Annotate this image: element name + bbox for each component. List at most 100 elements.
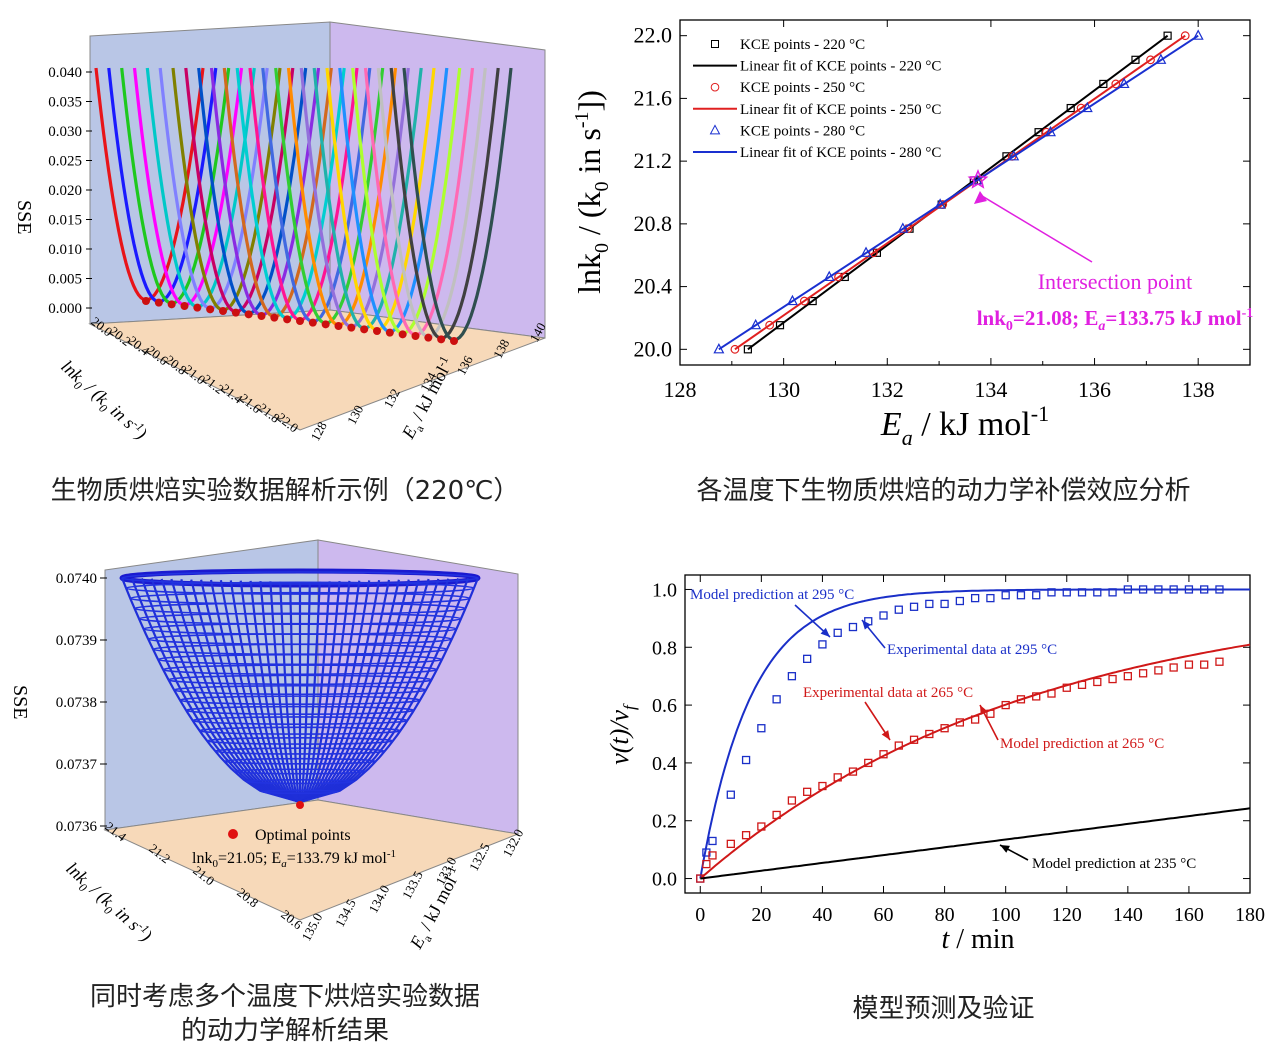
prediction-plot-frame [684, 574, 1251, 894]
kce-point [799, 296, 809, 306]
surface-meridian [180, 579, 301, 804]
intersection-star-marker [967, 169, 989, 189]
pred-x-tick-label: 20 [751, 904, 771, 926]
pred-x-tick-label: 0 [695, 904, 705, 926]
min-point [296, 317, 304, 325]
kce-x-tick-label: 128 [664, 377, 697, 402]
exp-point [925, 729, 934, 739]
surface-meridian [239, 580, 301, 803]
exp-point [1108, 588, 1117, 597]
min-point [283, 315, 292, 324]
exp-point [1032, 692, 1041, 701]
exp-point [848, 767, 858, 776]
min-point [244, 310, 253, 319]
exp-point [1154, 585, 1163, 594]
kce-point [1066, 103, 1075, 113]
prediction-x-axis-label: t / min [941, 924, 1014, 955]
exp-point [741, 755, 751, 765]
exp-point [1016, 695, 1026, 704]
legend-marker [711, 40, 719, 48]
surface-meridian [299, 577, 470, 804]
min-point [437, 335, 446, 344]
surface-meridian [299, 579, 420, 804]
exp-point [1215, 585, 1224, 594]
exp-point [772, 695, 781, 704]
exp-point [1200, 585, 1209, 594]
surface-ring [129, 591, 471, 605]
exp-point [708, 851, 717, 860]
pred-y-tick-label: 1.0 [652, 579, 677, 601]
exp-point [970, 715, 980, 724]
surface-ring [233, 768, 367, 775]
surface-meridian [299, 579, 400, 803]
exp-point [1093, 677, 1102, 687]
surface-meridian [209, 579, 301, 803]
annot-model-235: Model prediction at 235 °C [1032, 856, 1196, 872]
bl-z-tick-label: 0.0739 [56, 633, 97, 649]
bl-z-tick-label: 0.0738 [56, 695, 97, 711]
exp-point [986, 709, 995, 718]
min-point [334, 322, 343, 330]
annot-model-265: Model prediction at 265 °C [1000, 736, 1164, 752]
surface-ring [261, 789, 339, 795]
surface-meridian [269, 581, 301, 803]
legend-label: Linear fit of KCE points - 220 °C [740, 59, 941, 75]
bl-z-tick-label: 0.0740 [56, 571, 97, 587]
exp-point [1077, 680, 1087, 690]
legend-label: Linear fit of KCE points - 250 °C [740, 102, 941, 118]
caption-top-right: 各温度下生物质烘焙的动力学补偿效应分析 [696, 476, 1191, 506]
surface-ring [125, 581, 475, 595]
min-point [180, 302, 189, 310]
kce-point [1111, 79, 1121, 89]
legend-label: Linear fit of KCE points - 280 °C [740, 145, 941, 161]
chart-model-prediction: 0 20 40 60 80 100 120 140 160 180 0.0 0.2 0.4 0.6 0.8 1… [605, 574, 1265, 955]
legend-label: KCE points - 280 °C [740, 123, 865, 139]
min-point [424, 333, 433, 342]
chart-kce: 128 130 132 134 136 138 20.0 20.4 20.8 21.2 21.6 22… [571, 19, 1253, 450]
prediction-y-axis-label: v(t)/vf [605, 703, 639, 765]
surface-meridian [200, 579, 301, 803]
exp-point [1093, 588, 1102, 597]
min-point [360, 325, 369, 334]
tl-z-tick-label: 0.025 [48, 154, 82, 170]
caption-bottom-left-line2: 的动力学解析结果 [180, 1016, 389, 1046]
tl-z-axis-label: SSE [13, 200, 35, 234]
exp-point [1138, 585, 1148, 594]
exp-point [1123, 585, 1132, 594]
tl-z-tick-label: 0.020 [48, 183, 82, 199]
exp-point [955, 718, 965, 727]
exp-point [1215, 657, 1224, 666]
kce-point [834, 272, 843, 282]
exp-point [894, 605, 903, 614]
min-point [308, 318, 317, 327]
exp-point [1047, 588, 1056, 597]
min-point [411, 332, 420, 340]
surface-ring [167, 674, 433, 686]
kce-point [1131, 55, 1140, 64]
kce-point [730, 344, 740, 354]
kce-point [775, 321, 785, 330]
exp-point [741, 831, 751, 840]
exp-point [833, 628, 842, 637]
tl-z-tick-label: 0.010 [48, 242, 82, 258]
min-point [219, 307, 227, 315]
exp-point [1001, 591, 1010, 600]
tl-z-tick-label: 0.035 [48, 95, 82, 111]
pred-y-tick-label: 0.8 [652, 637, 677, 659]
tl-z-tick-label: 0.040 [48, 65, 82, 81]
pred-y-tick-label: 0.2 [652, 811, 677, 833]
exp-point [1001, 700, 1010, 710]
surface-meridian [190, 579, 301, 804]
surface-ring [191, 716, 409, 725]
optimal-point-marker [296, 801, 304, 809]
caption-bottom-left: 同时考虑多个温度下烘焙实验数据 的动力学解析结果 [0, 980, 570, 1048]
kce-x-tick-label: 138 [1182, 377, 1215, 402]
kce-point [765, 320, 775, 330]
annot-arrowhead [881, 730, 890, 740]
pred-x-tick-label: 180 [1235, 904, 1265, 926]
legend-marker [710, 82, 720, 92]
surface-meridian [170, 578, 301, 804]
model-curve [699, 588, 1250, 879]
kce-y-tick-label: 20.4 [634, 274, 673, 299]
intersection-arrowhead [973, 190, 987, 204]
